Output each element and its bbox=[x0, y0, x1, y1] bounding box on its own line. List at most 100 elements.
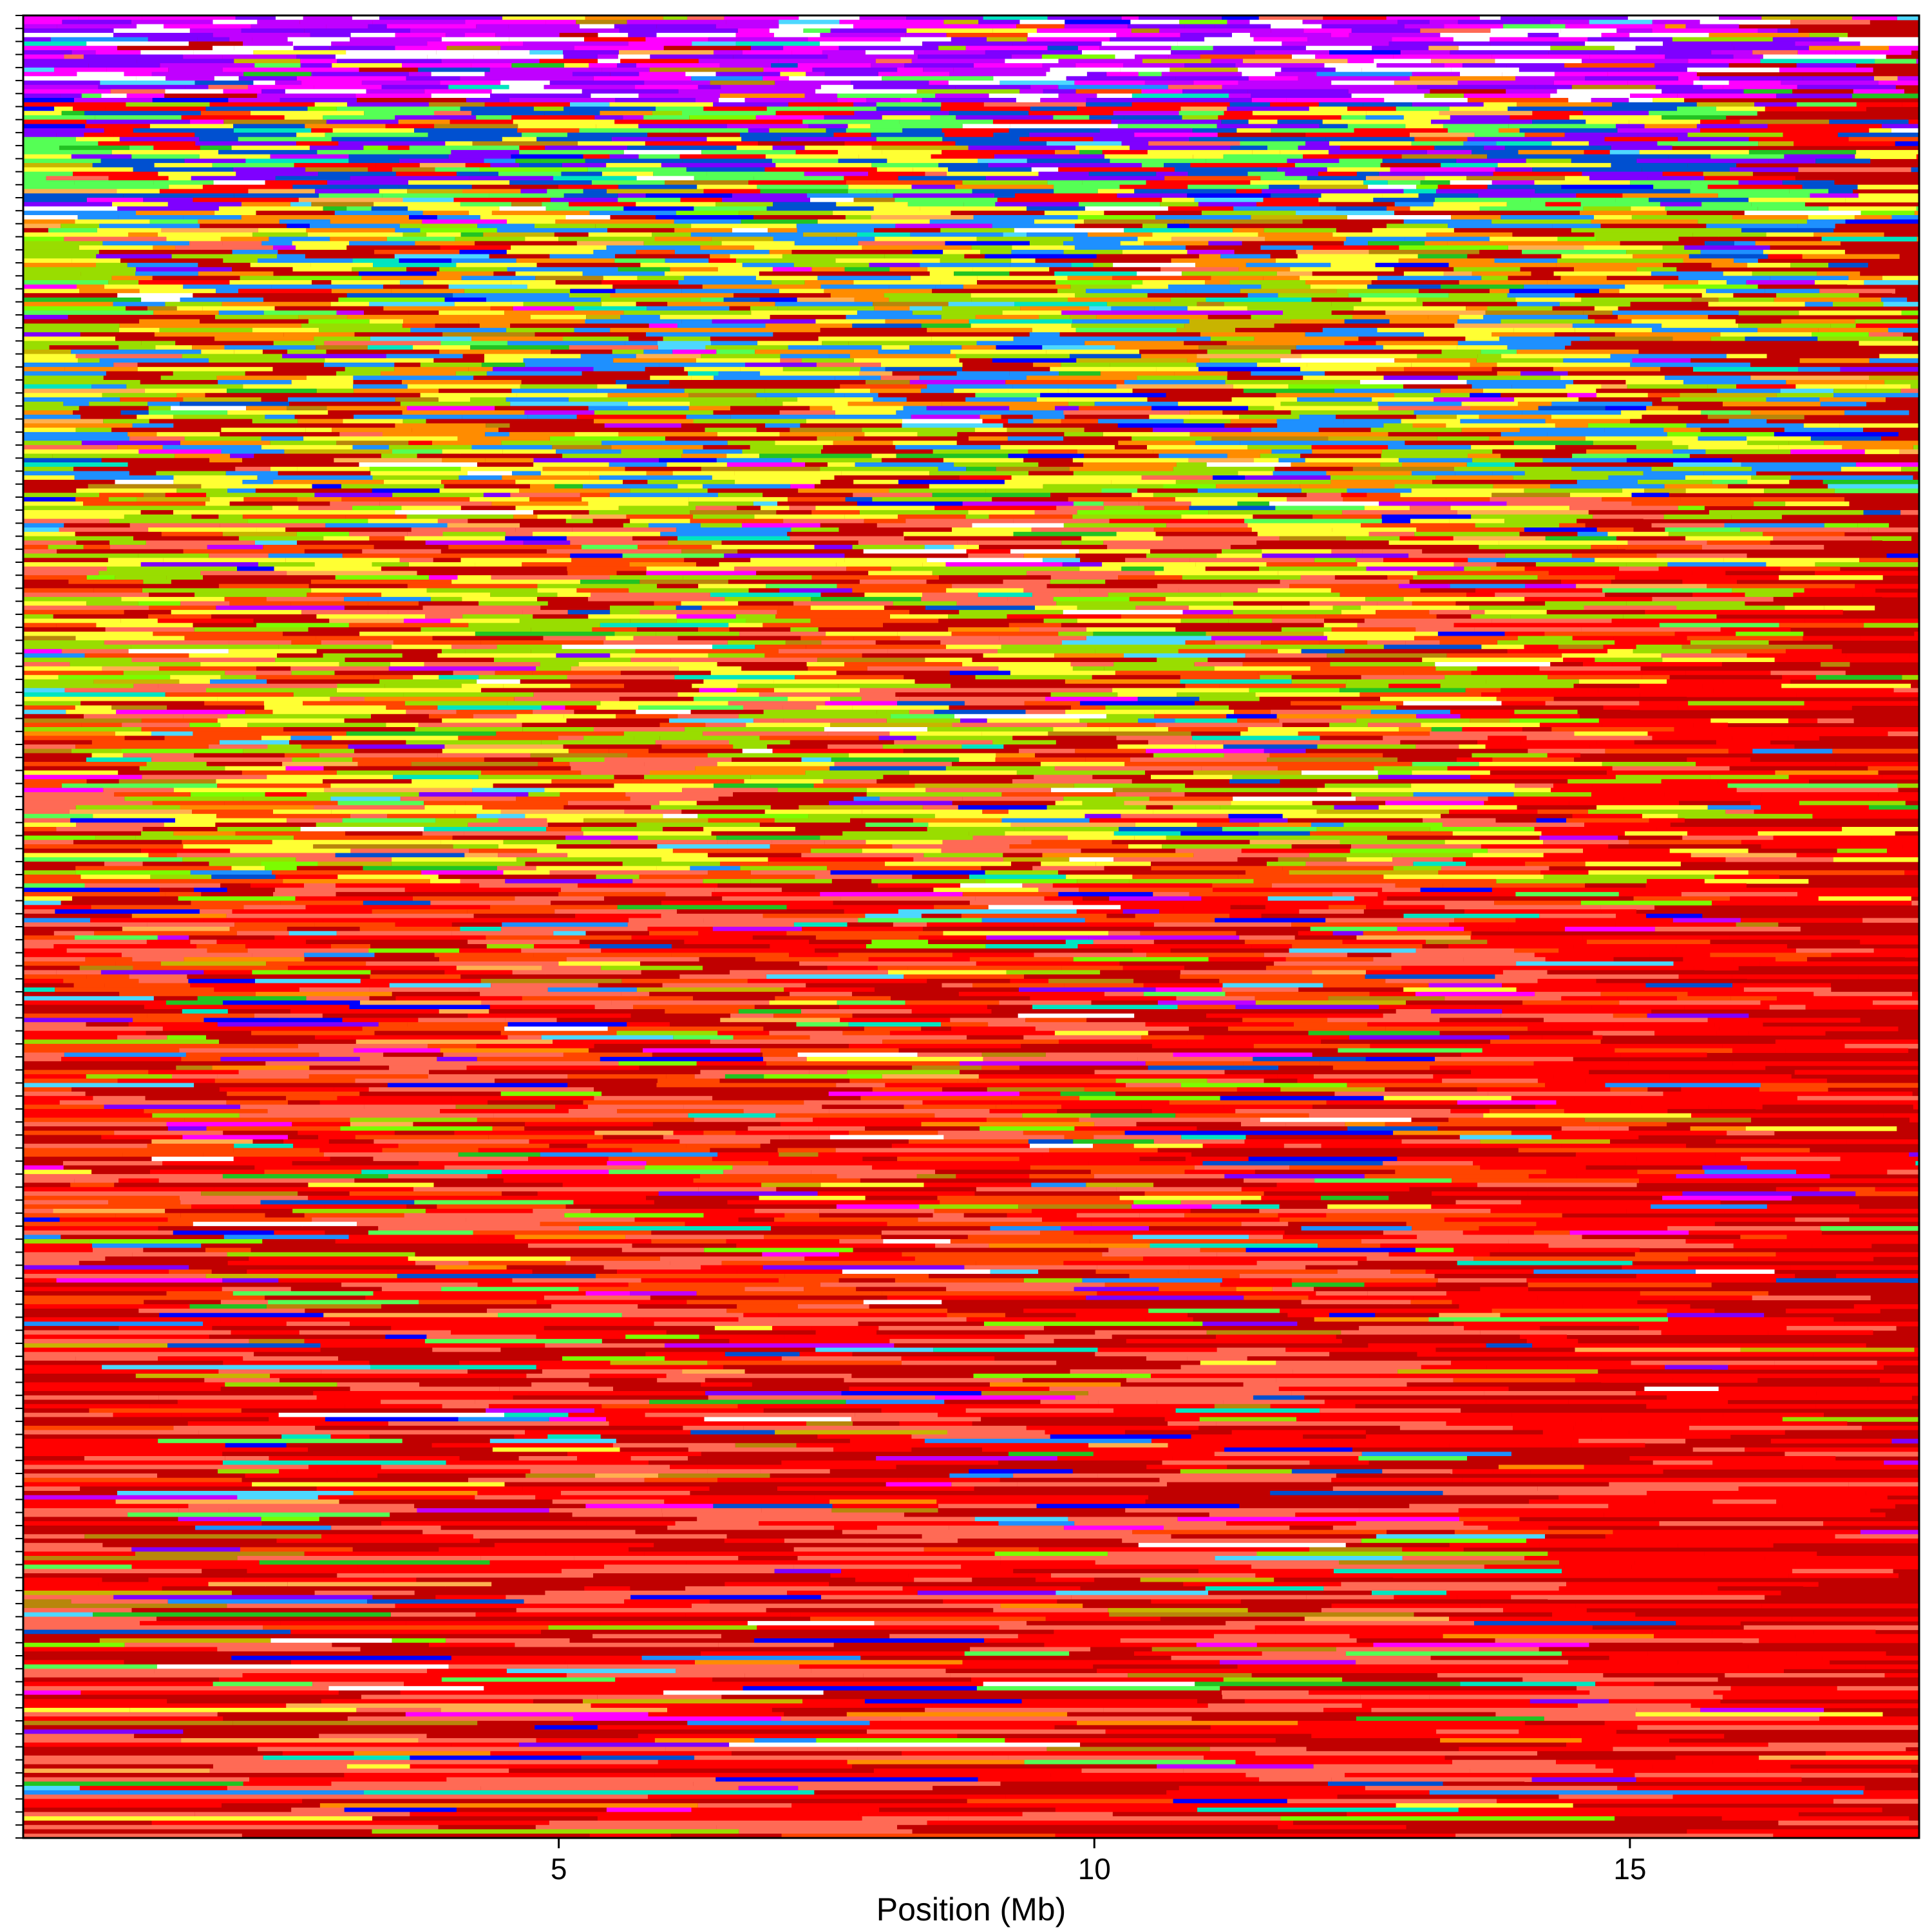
haplotype-segment bbox=[1805, 727, 1919, 732]
haplotype-segment bbox=[316, 388, 354, 393]
haplotype-segment bbox=[1227, 106, 1309, 111]
haplotype-segment bbox=[1585, 41, 1663, 46]
haplotype-segment bbox=[23, 332, 80, 337]
haplotype-segment bbox=[1027, 158, 1110, 164]
haplotype-segment bbox=[173, 788, 325, 793]
haplotype-segment bbox=[959, 610, 1063, 615]
haplotype-segment bbox=[1789, 480, 1823, 485]
haplotype-segment bbox=[1253, 514, 1313, 520]
haplotype-segment bbox=[217, 827, 301, 832]
haplotype-segment bbox=[1206, 631, 1324, 637]
haplotype-segment bbox=[1042, 345, 1115, 350]
haplotype-segment bbox=[790, 484, 815, 489]
haplotype-segment bbox=[1204, 280, 1230, 285]
haplotype-segment bbox=[902, 423, 1003, 428]
haplotype-segment bbox=[1410, 132, 1475, 138]
haplotype-segment bbox=[764, 653, 862, 658]
haplotype-segment bbox=[1117, 423, 1225, 428]
haplotype-segment bbox=[1575, 293, 1702, 298]
haplotype-segment bbox=[272, 710, 406, 715]
haplotype-segment bbox=[23, 263, 96, 268]
haplotype-segment bbox=[168, 67, 223, 73]
haplotype-segment bbox=[23, 770, 118, 775]
haplotype-segment bbox=[645, 193, 732, 198]
haplotype-segment bbox=[1514, 710, 1578, 715]
haplotype-segment bbox=[429, 714, 473, 719]
haplotype-segment bbox=[277, 423, 395, 428]
haplotype-segment bbox=[1242, 59, 1348, 64]
haplotype-segment bbox=[471, 336, 563, 341]
haplotype-segment bbox=[1687, 67, 1779, 73]
haplotype-segment bbox=[1484, 146, 1505, 151]
haplotype-segment bbox=[1198, 345, 1296, 350]
haplotype-segment bbox=[533, 510, 589, 515]
haplotype-segment bbox=[23, 431, 128, 437]
haplotype-segment bbox=[708, 37, 808, 43]
haplotype-segment bbox=[700, 245, 755, 251]
haplotype-segment bbox=[1274, 406, 1379, 411]
haplotype-segment bbox=[149, 124, 234, 129]
haplotype-segment bbox=[23, 818, 71, 823]
haplotype-segment bbox=[849, 354, 956, 359]
haplotype-segment bbox=[23, 831, 142, 837]
haplotype-segment bbox=[757, 184, 849, 190]
haplotype-segment bbox=[989, 514, 1073, 520]
haplotype-segment bbox=[1251, 215, 1347, 220]
haplotype-segment bbox=[1631, 215, 1733, 220]
haplotype-segment bbox=[457, 575, 491, 580]
haplotype-segment bbox=[510, 401, 628, 407]
haplotype-segment bbox=[336, 106, 414, 111]
haplotype-segment bbox=[1245, 475, 1331, 480]
haplotype-segment bbox=[1788, 775, 1882, 780]
haplotype-segment bbox=[57, 24, 88, 29]
haplotype-segment bbox=[75, 636, 185, 641]
haplotype-segment bbox=[845, 215, 871, 220]
haplotype-segment bbox=[1386, 15, 1480, 21]
haplotype-segment bbox=[570, 683, 624, 689]
haplotype-segment bbox=[71, 50, 96, 55]
haplotype-segment bbox=[726, 19, 779, 25]
haplotype-segment bbox=[224, 596, 267, 602]
haplotype-segment bbox=[23, 558, 108, 563]
haplotype-segment bbox=[1846, 653, 1910, 658]
haplotype-segment bbox=[1534, 180, 1631, 185]
haplotype-segment bbox=[838, 683, 951, 689]
haplotype-segment bbox=[1005, 380, 1124, 385]
haplotype-segment bbox=[1571, 553, 1657, 558]
haplotype-segment bbox=[824, 840, 866, 845]
haplotype-segment bbox=[919, 375, 1027, 381]
haplotype-segment bbox=[588, 406, 689, 411]
haplotype-segment bbox=[23, 180, 75, 185]
haplotype-segment bbox=[1355, 254, 1418, 259]
haplotype-segment bbox=[213, 46, 234, 51]
haplotype-segment bbox=[761, 506, 790, 511]
haplotype-segment bbox=[1294, 440, 1405, 446]
haplotype-segment bbox=[23, 493, 99, 498]
haplotype-segment bbox=[1138, 718, 1175, 723]
haplotype-segment bbox=[147, 306, 177, 311]
haplotype-segment bbox=[1784, 428, 1863, 433]
haplotype-segment bbox=[1490, 28, 1561, 33]
haplotype-segment bbox=[1414, 410, 1522, 415]
haplotype-segment bbox=[1331, 80, 1394, 86]
haplotype-segment bbox=[912, 249, 943, 255]
haplotype-segment bbox=[1095, 649, 1179, 654]
haplotype-segment bbox=[440, 245, 511, 251]
haplotype-segment bbox=[730, 254, 782, 259]
haplotype-segment bbox=[1492, 449, 1587, 455]
haplotype-segment bbox=[1045, 696, 1138, 702]
haplotype-segment bbox=[646, 571, 757, 576]
haplotype-segment bbox=[1774, 431, 1899, 437]
haplotype-segment bbox=[674, 675, 795, 680]
haplotype-segment bbox=[566, 536, 633, 541]
haplotype-segment bbox=[1752, 271, 1817, 276]
haplotype-segment bbox=[302, 293, 347, 298]
haplotype-segment bbox=[1361, 298, 1417, 303]
haplotype-segment bbox=[1587, 37, 1672, 43]
haplotype-segment bbox=[208, 744, 268, 750]
haplotype-segment bbox=[708, 258, 736, 263]
haplotype-segment bbox=[1744, 211, 1861, 216]
haplotype-segment bbox=[23, 466, 74, 472]
haplotype-segment bbox=[630, 618, 677, 623]
haplotype-segment bbox=[1103, 540, 1159, 545]
